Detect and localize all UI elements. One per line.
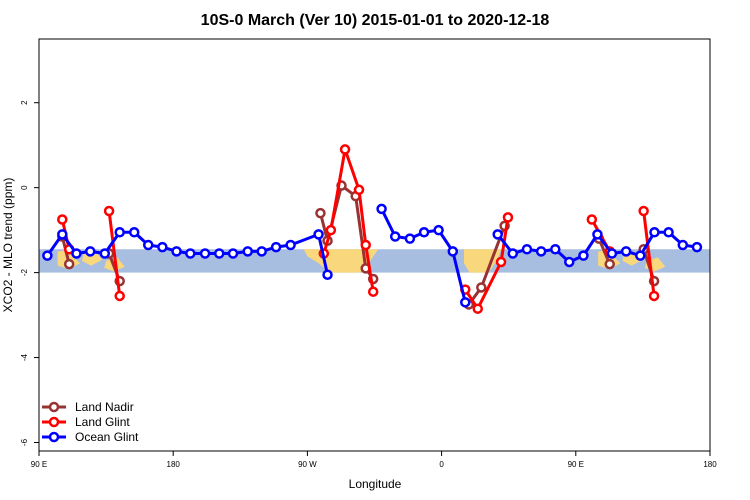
y-axis: -6 -4 -2 0 2 [20,100,39,446]
data-point-ocean-glint [42,250,53,261]
series-land-glint [57,144,660,314]
data-point-ocean-glint [564,256,575,268]
data-point-ocean-glint [635,250,646,261]
data-point-ocean-glint [389,231,401,242]
data-point-ocean-glint [57,229,68,240]
chart-title: 10S-0 March (Ver 10) 2015-01-01 to 2020-… [201,12,550,29]
data-point-ocean-glint [227,248,239,259]
data-point-land-nadir [315,207,326,219]
data-point-ocean-glint [256,246,267,257]
data-point-ocean-glint [404,233,416,244]
data-point-land-glint [472,303,484,314]
data-point-land-glint [495,256,507,268]
data-point-land-nadir [63,258,75,270]
legend-item-ocean-glint: Ocean Glint [42,430,139,444]
plot-frame [38,38,711,452]
data-point-ocean-glint [285,239,296,251]
data-point-land-glint [353,184,365,196]
series-line-land-glint [642,210,656,297]
data-point-land-glint [114,290,125,302]
series-line-land-glint [107,210,122,297]
data-point-ocean-glint [535,246,547,257]
data-point-ocean-glint [270,241,282,253]
y-tick-label: -4 [20,353,29,361]
legend-marker [48,401,60,413]
data-point-ocean-glint [492,229,503,240]
data-point-ocean-glint [460,297,471,308]
data-point-ocean-glint [447,246,459,257]
y-tick-label: 0 [20,185,29,190]
data-point-ocean-glint [677,239,689,251]
data-point-ocean-glint [71,248,82,259]
x-tick-label: 90 E [31,460,47,469]
data-point-ocean-glint [142,239,154,251]
data-point-land-glint [339,144,351,155]
data-point-ocean-glint [691,241,703,253]
data-point-ocean-glint [606,248,618,259]
series-ocean-glint [42,203,703,308]
data-point-ocean-glint [521,243,533,255]
legend-label: Ocean Glint [75,430,139,444]
legend-label: Land Nadir [75,400,134,414]
data-point-ocean-glint [376,203,387,215]
data-point-ocean-glint [620,246,632,257]
data-point-ocean-glint [185,248,196,259]
data-point-land-glint [648,290,660,302]
x-tick-label: 90 W [298,460,317,469]
data-point-land-glint [325,224,337,236]
land-patch [463,249,502,273]
legend-item-land-nadir: Land Nadir [42,400,134,414]
x-axis-label: Longitude [349,477,402,491]
data-point-ocean-glint [507,248,519,259]
data-point-ocean-glint [199,248,211,259]
data-point-ocean-glint [322,269,333,280]
legend-item-land-glint: Land Glint [42,415,130,429]
x-tick-label: 180 [703,460,717,469]
legend-marker [48,416,60,428]
y-axis-label: XCO2 - MLO trend (ppm) [1,178,15,313]
data-point-land-nadir [476,282,487,293]
x-tick-label: 180 [167,460,181,469]
x-tick-label: 0 [439,460,444,469]
data-point-ocean-glint [242,246,254,257]
data-point-ocean-glint [649,227,660,238]
y-tick-label: 2 [20,100,29,105]
data-point-land-glint [360,239,371,251]
data-point-ocean-glint [433,224,444,236]
data-point-ocean-glint [213,248,225,259]
legend-marker [48,431,60,443]
data-point-ocean-glint [663,227,674,238]
data-point-ocean-glint [592,229,603,240]
data-point-land-glint [103,205,115,217]
x-axis: 90 E 180 90 W 0 90 E 180 [31,451,717,469]
data-point-ocean-glint [171,246,182,257]
data-point-ocean-glint [157,241,168,253]
data-point-ocean-glint [550,243,561,255]
legend-label: Land Glint [75,415,130,429]
series-line-land-glint [464,217,510,311]
data-point-land-glint [57,214,68,225]
data-point-ocean-glint [99,248,111,259]
data-point-ocean-glint [578,250,589,261]
data-point-land-glint [586,214,598,225]
x-tick-label: 90 E [568,460,584,469]
data-point-land-glint [638,205,649,217]
y-tick-label: -6 [20,438,29,446]
data-point-land-glint [502,212,514,223]
data-point-ocean-glint [313,229,324,240]
data-point-ocean-glint [128,227,140,238]
y-tick-label: -2 [20,269,29,277]
data-point-land-nadir [604,258,615,270]
data-point-ocean-glint [418,227,430,238]
data-point-ocean-glint [114,227,125,238]
data-point-land-glint [367,286,379,297]
series-layer [42,144,703,314]
data-point-ocean-glint [85,246,96,257]
